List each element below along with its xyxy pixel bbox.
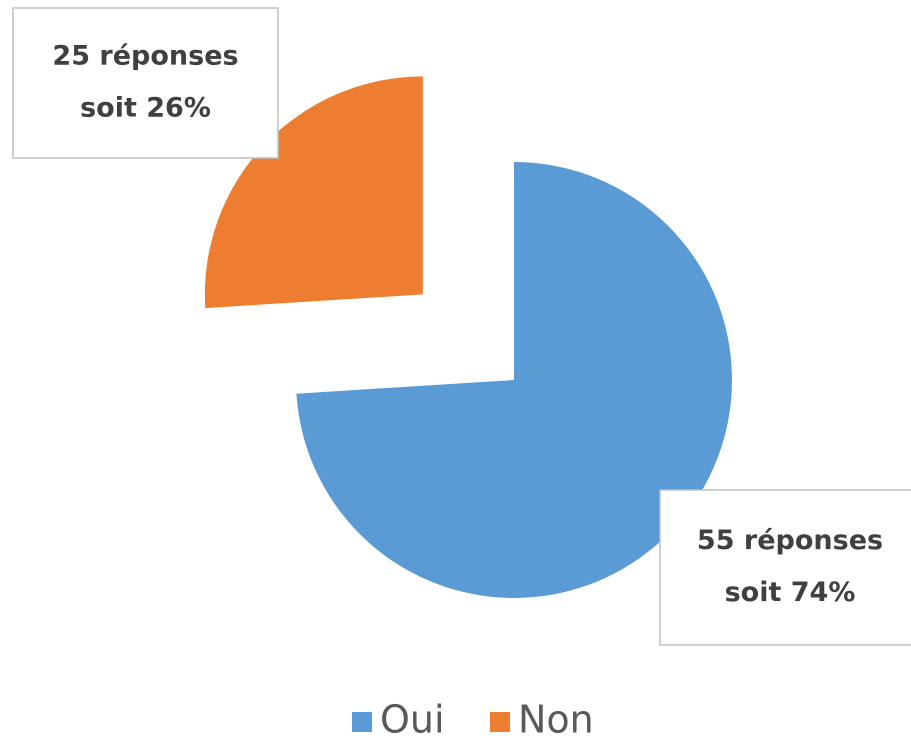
legend-label: Oui — [380, 698, 445, 742]
data-label: soit 74% — [725, 577, 856, 608]
data-label: 25 réponses — [52, 41, 238, 72]
pie-slice — [296, 162, 732, 598]
data-label: 55 réponses — [697, 525, 883, 556]
legend-label: Non — [518, 698, 594, 742]
data-label-box — [659, 489, 911, 646]
pie-slice — [204, 76, 423, 309]
legend-swatch — [490, 712, 510, 732]
legend-swatch — [352, 712, 372, 732]
data-label: soit 26% — [80, 93, 211, 124]
data-label-box — [12, 7, 279, 159]
